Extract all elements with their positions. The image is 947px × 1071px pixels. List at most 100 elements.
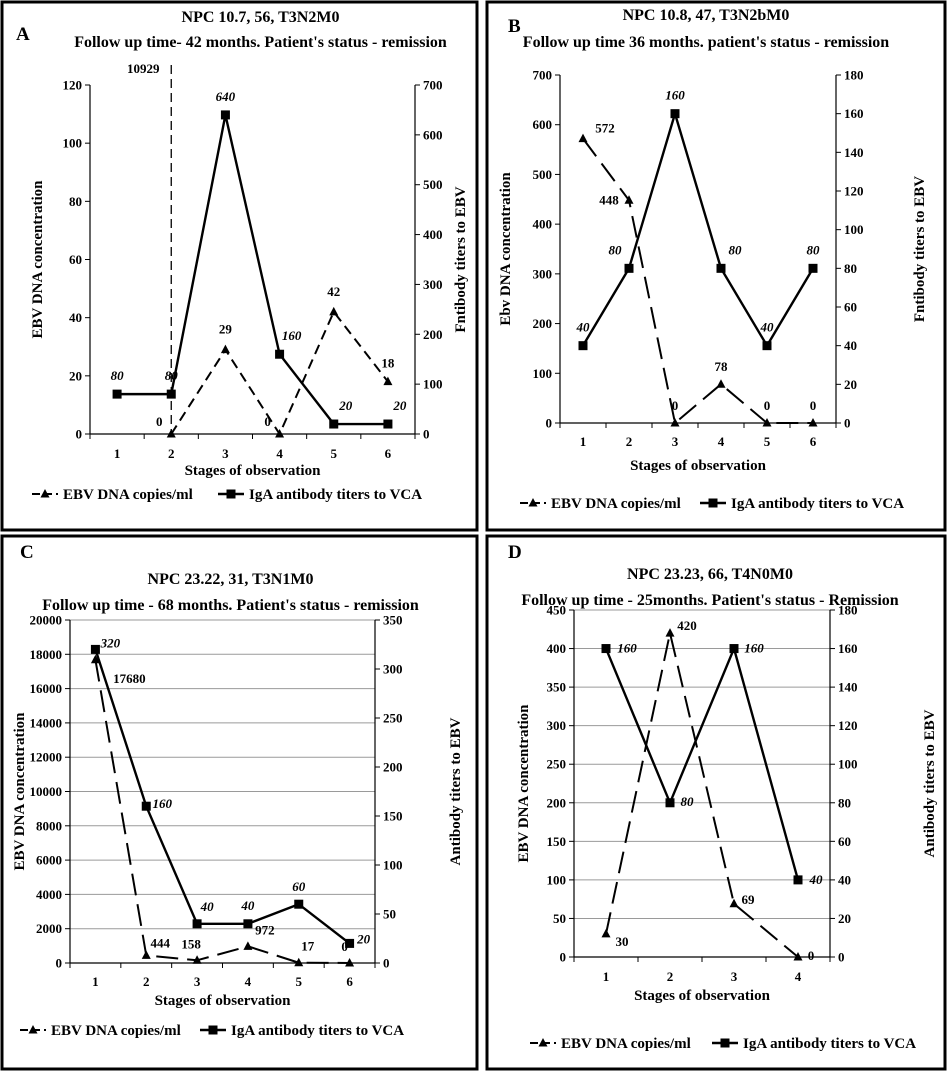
right-tick-label: 40 (844, 338, 857, 353)
panel-letter: A (16, 24, 30, 45)
data-label-ebv-dna: 18 (381, 356, 395, 371)
legend-marker-ebv-dna (40, 489, 50, 498)
data-label-iga-titers: 640 (216, 89, 236, 104)
data-label-iga-titers: 160 (282, 328, 302, 343)
x-tick-label: 4 (276, 446, 283, 461)
chart-subtitle: Follow up time 36 months. patient's stat… (523, 34, 889, 51)
right-tick-label: 40 (838, 872, 851, 887)
left-tick-label: 8000 (36, 818, 62, 833)
legend-label-iga-titers: IgA antibody titers to VCA (249, 487, 422, 503)
legend-label-iga-titers: IgA antibody titers to VCA (731, 496, 904, 512)
right-tick-label: 700 (423, 78, 443, 93)
marker-ebv-dna (601, 928, 611, 938)
legend-marker-iga-titers (208, 1025, 218, 1035)
right-tick-label: 0 (383, 956, 390, 971)
left-tick-label: 100 (533, 366, 553, 381)
data-label-ebv-dna: 69 (742, 892, 756, 907)
right-tick-label: 80 (838, 795, 851, 810)
legend-label-ebv-dna: EBV DNA copies/ml (551, 496, 681, 512)
series-line-ebv-dna (582, 138, 813, 425)
right-tick-label: 100 (844, 222, 864, 237)
x-axis-title: Stages of observation (634, 988, 770, 1004)
marker-iga-titers (192, 919, 202, 929)
data-label-ebv-dna: 420 (677, 618, 697, 633)
right-tick-label: 600 (423, 127, 443, 142)
x-tick-label: 1 (114, 446, 121, 461)
data-label-ebv-dna: 972 (255, 922, 275, 937)
data-label-iga-titers: 20 (356, 931, 371, 946)
right-tick-label: 0 (844, 416, 851, 431)
left-tick-label: 100 (63, 136, 83, 151)
x-tick-label: 2 (626, 434, 633, 449)
x-tick-label: 1 (603, 969, 610, 984)
marker-ebv-dna (729, 898, 739, 908)
y2-axis-title: Antibody titers to EBV (448, 717, 464, 865)
chart-title: NPC 23.22, 31, T3N1M0 (148, 571, 314, 588)
legend-marker-ebv-dna (528, 498, 538, 507)
marker-ebv-dna (294, 957, 304, 967)
y2-axis-title: Fntibody titers to EBV (912, 176, 928, 322)
legend-marker-iga-titers (708, 498, 718, 508)
marker-iga-titers (90, 644, 100, 654)
data-label-ebv-dna: 42 (327, 284, 340, 299)
y-axis-title: EBV DNA concentration (516, 704, 532, 863)
data-label-ebv-dna: 0 (156, 414, 163, 429)
chart-panel-c: C NPC 23.22, 31, T3N1M0 Follow up time - 6… (0, 534, 479, 1071)
x-tick-label: 3 (222, 446, 229, 461)
data-label-ebv-dna: 0 (764, 398, 771, 413)
right-tick-label: 0 (423, 427, 430, 442)
left-tick-label: 600 (533, 117, 553, 132)
marker-ebv-dna (220, 344, 230, 354)
right-tick-label: 500 (423, 177, 443, 192)
x-tick-label: 5 (331, 446, 338, 461)
left-tick-label: 2000 (36, 921, 62, 936)
right-tick-label: 300 (383, 662, 403, 677)
left-tick-label: 50 (553, 911, 566, 926)
marker-iga-titers (112, 389, 122, 399)
left-tick-label: 12000 (30, 750, 63, 765)
left-tick-label: 300 (533, 266, 553, 281)
left-tick-label: 60 (69, 252, 82, 267)
data-label-ebv-dna: 0 (810, 398, 817, 413)
marker-iga-titers (601, 644, 611, 654)
left-tick-label: 16000 (30, 681, 63, 696)
data-label-iga-titers: 80 (807, 242, 821, 257)
data-label-iga-titers: 80 (165, 368, 179, 383)
legend-marker-iga-titers (720, 1038, 730, 1048)
panel-letter: C (20, 542, 34, 563)
data-label-iga-titers: 160 (744, 641, 764, 656)
legend-marker-ebv-dna (28, 1025, 38, 1034)
legend-marker-ebv-dna (538, 1038, 548, 1047)
left-tick-label: 150 (547, 834, 567, 849)
data-label-iga-titers: 80 (609, 242, 623, 257)
marker-iga-titers (329, 419, 339, 429)
data-label-iga-titers: 60 (292, 879, 306, 894)
series-line-ebv-dna (605, 632, 799, 958)
marker-ebv-dna (329, 306, 339, 316)
series-line-iga-titers (117, 114, 388, 426)
right-tick-label: 150 (383, 809, 403, 824)
x-tick-label: 2 (143, 974, 150, 989)
legend-marker-iga-titers (226, 489, 236, 499)
data-label-iga-titers: 320 (100, 635, 121, 650)
left-tick-label: 500 (533, 167, 553, 182)
data-label-ebv-dna: 17 (301, 939, 315, 954)
left-tick-label: 120 (63, 78, 83, 93)
right-tick-label: 140 (844, 145, 864, 160)
right-tick-label: 180 (838, 603, 858, 618)
left-tick-label: 20 (69, 368, 82, 383)
x-tick-label: 4 (245, 974, 252, 989)
right-tick-label: 60 (844, 300, 857, 315)
marker-iga-titers (624, 263, 634, 273)
right-tick-label: 350 (383, 613, 403, 628)
panel-letter: D (508, 542, 522, 563)
left-tick-label: 400 (533, 217, 553, 232)
marker-ebv-dna (192, 955, 202, 964)
x-tick-label: 4 (795, 969, 802, 984)
marker-iga-titers (243, 919, 253, 929)
right-tick-label: 300 (423, 277, 443, 292)
data-label-ebv-dna: 17680 (113, 671, 146, 686)
x-tick-label: 4 (718, 434, 725, 449)
left-tick-label: 0 (76, 427, 83, 442)
data-label-iga-titers: 20 (392, 398, 407, 413)
